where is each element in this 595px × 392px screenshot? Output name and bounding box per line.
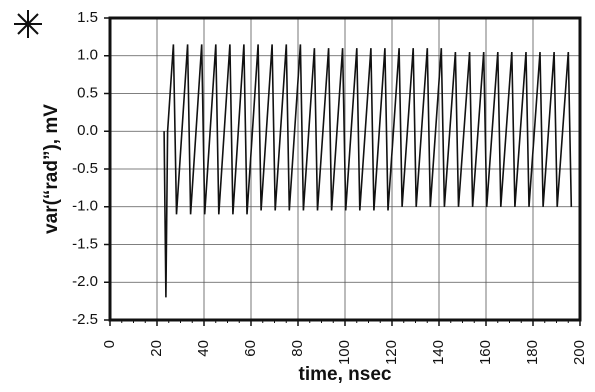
x-tick-label: 180 <box>524 340 541 365</box>
x-tick-label: 0 <box>101 340 118 348</box>
x-tick-label: 20 <box>148 340 165 357</box>
star-icon <box>14 10 42 38</box>
x-tick-label: 60 <box>242 340 259 357</box>
x-axis-title: time, nsec <box>299 364 392 385</box>
x-tick-label: 160 <box>477 340 494 365</box>
y-tick-label: -2.0 <box>72 273 98 290</box>
x-tick-label: 120 <box>383 340 400 365</box>
line-series <box>163 44 573 298</box>
plot-frame <box>108 16 582 322</box>
y-tick-label: 0.5 <box>77 84 98 101</box>
y-axis-title: var(“rad”), mV <box>41 104 62 234</box>
y-tick-label: -0.5 <box>72 160 98 177</box>
y-tick-label: -2.5 <box>72 311 98 328</box>
x-tick-label: 200 <box>571 340 588 365</box>
x-tick-label: 40 <box>195 340 212 357</box>
y-tick-label: -1.0 <box>72 198 98 215</box>
y-tick-label: 1.0 <box>77 47 98 64</box>
y-tick-label: 0.0 <box>77 122 98 139</box>
y-tick-label: 1.5 <box>77 9 98 26</box>
y-tick-label: -1.5 <box>72 235 98 252</box>
x-tick-label: 140 <box>430 340 447 365</box>
x-tick-label: 80 <box>289 340 306 357</box>
x-tick-label: 100 <box>336 340 353 365</box>
